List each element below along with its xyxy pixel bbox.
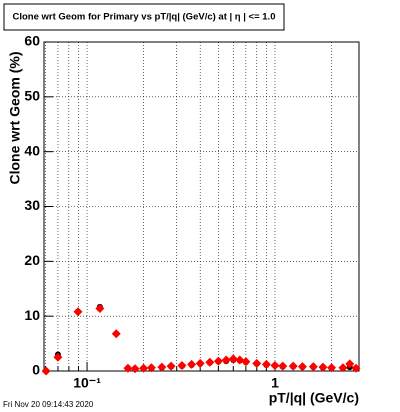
y-tick-label: 40 <box>24 142 40 158</box>
data-point <box>318 362 328 372</box>
plot-frame <box>43 41 360 372</box>
data-point <box>177 361 187 371</box>
title-box <box>3 3 285 31</box>
data-point <box>157 362 167 372</box>
data-point <box>252 358 262 368</box>
data-point <box>41 366 51 376</box>
data-point <box>213 356 223 366</box>
data-point <box>195 358 205 368</box>
data-point <box>327 363 337 373</box>
data-point <box>139 363 149 373</box>
data-point <box>261 359 271 369</box>
y-tick-label: 30 <box>24 197 40 213</box>
data-point <box>146 363 156 373</box>
data-point <box>73 307 83 317</box>
y-tick-label: 20 <box>24 252 40 268</box>
y-tick-label: 50 <box>24 88 40 104</box>
data-point <box>351 363 361 373</box>
data-point <box>278 361 288 371</box>
data-point <box>345 359 355 369</box>
y-tick-label: 0 <box>32 362 40 378</box>
data-point <box>111 329 121 339</box>
x-tick-label: 1 <box>271 375 279 391</box>
data-point <box>270 361 280 371</box>
footer: Fri Nov 20 09:14:43 2020 <box>3 400 94 409</box>
x-tick-label: 10⁻¹ <box>73 375 101 391</box>
data-point <box>288 361 298 371</box>
x-axis-label: pT/|q| (GeV/c) <box>269 390 359 406</box>
y-tick-label: 10 <box>24 307 40 323</box>
data-point <box>130 364 140 374</box>
data-point <box>95 303 105 313</box>
chart-title: Clone wrt Geom for Primary vs pT/|q| (Ge… <box>13 12 276 23</box>
data-point <box>205 357 215 367</box>
y-axis-label: Clone wrt Geom (%) <box>7 51 23 184</box>
data-point <box>241 357 251 367</box>
data-point <box>338 363 348 373</box>
data-point <box>228 354 238 364</box>
data-point <box>123 363 133 373</box>
data-point <box>221 355 231 365</box>
data-point <box>53 352 63 362</box>
data-point <box>187 359 197 369</box>
data-point <box>308 362 318 372</box>
data-point <box>297 362 307 372</box>
y-tick-label: 60 <box>24 33 40 49</box>
data-point <box>166 361 176 371</box>
